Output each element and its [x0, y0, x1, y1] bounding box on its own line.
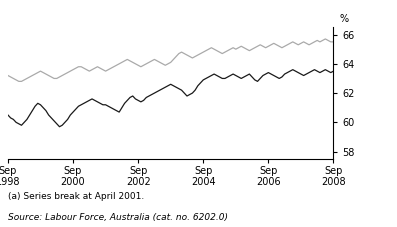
- Text: %: %: [339, 14, 349, 24]
- Text: (a) Series break at April 2001.: (a) Series break at April 2001.: [8, 192, 144, 201]
- Text: Source: Labour Force, Australia (cat. no. 6202.0): Source: Labour Force, Australia (cat. no…: [8, 213, 228, 222]
